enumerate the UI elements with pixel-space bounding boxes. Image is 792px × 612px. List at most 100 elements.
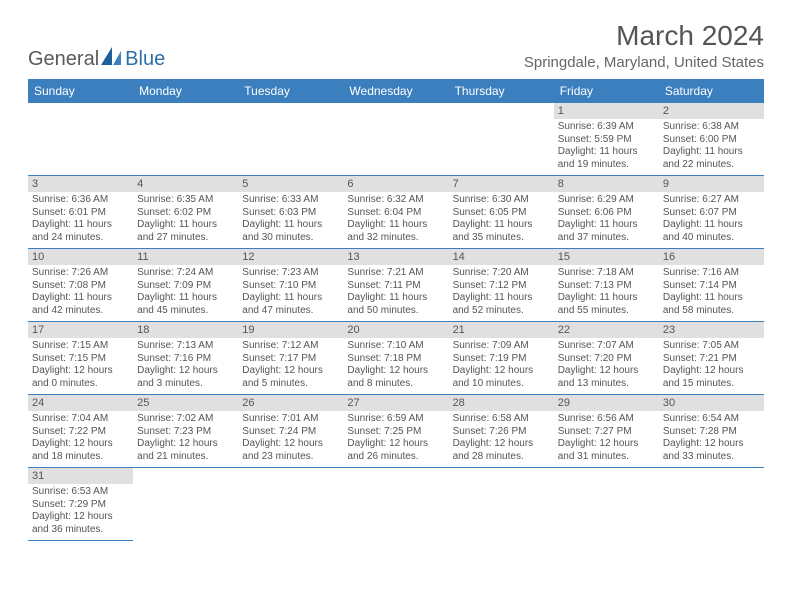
day-info-line: and 21 minutes. <box>137 451 234 464</box>
day-info-line: Daylight: 12 hours <box>663 438 760 451</box>
calendar-cell: 17Sunrise: 7:15 AMSunset: 7:15 PMDayligh… <box>28 322 133 395</box>
header: General Blue March 2024 Springdale, Mary… <box>28 20 764 71</box>
day-info-line: Daylight: 12 hours <box>558 365 655 378</box>
day-info-line: Sunset: 7:17 PM <box>242 353 339 366</box>
calendar-cell: 19Sunrise: 7:12 AMSunset: 7:17 PMDayligh… <box>238 322 343 395</box>
day-number: 5 <box>238 176 343 192</box>
day-info-line: Daylight: 12 hours <box>663 365 760 378</box>
day-number: 10 <box>28 249 133 265</box>
day-info-line: Sunset: 7:28 PM <box>663 426 760 439</box>
day-number: 23 <box>659 322 764 338</box>
title-block: March 2024 Springdale, Maryland, United … <box>524 20 764 71</box>
day-info-line: and 22 minutes. <box>663 159 760 172</box>
day-info-line: and 37 minutes. <box>558 232 655 245</box>
day-info-line: Sunset: 6:03 PM <box>242 207 339 220</box>
day-info-line: Daylight: 11 hours <box>558 146 655 159</box>
weekday-header-row: Sunday Monday Tuesday Wednesday Thursday… <box>28 79 764 103</box>
day-info-line: Daylight: 12 hours <box>558 438 655 451</box>
day-info-line: Daylight: 11 hours <box>453 219 550 232</box>
day-number: 31 <box>28 468 133 484</box>
day-info-line: Sunset: 5:59 PM <box>558 134 655 147</box>
day-info-line: Sunset: 6:07 PM <box>663 207 760 220</box>
day-number: 20 <box>343 322 448 338</box>
day-info-line: Sunrise: 6:35 AM <box>137 194 234 207</box>
day-info-line: Sunset: 7:23 PM <box>137 426 234 439</box>
day-info-line: Sunset: 7:11 PM <box>347 280 444 293</box>
day-info-line: Daylight: 12 hours <box>453 365 550 378</box>
calendar-cell: 2Sunrise: 6:38 AMSunset: 6:00 PMDaylight… <box>659 103 764 176</box>
calendar-cell: 9Sunrise: 6:27 AMSunset: 6:07 PMDaylight… <box>659 176 764 249</box>
location-text: Springdale, Maryland, United States <box>524 54 764 71</box>
calendar-cell: 27Sunrise: 6:59 AMSunset: 7:25 PMDayligh… <box>343 395 448 468</box>
calendar-cell <box>238 468 343 541</box>
day-info-line: Sunset: 7:15 PM <box>32 353 129 366</box>
calendar-cell <box>133 103 238 176</box>
weekday-header: Wednesday <box>343 79 448 103</box>
calendar-table: Sunday Monday Tuesday Wednesday Thursday… <box>28 79 764 541</box>
day-info-line: Sunset: 7:09 PM <box>137 280 234 293</box>
day-info-line: and 50 minutes. <box>347 305 444 318</box>
day-info-line: and 24 minutes. <box>32 232 129 245</box>
day-info-line: Daylight: 11 hours <box>242 219 339 232</box>
day-number: 7 <box>449 176 554 192</box>
day-info-line: Sunrise: 7:12 AM <box>242 340 339 353</box>
day-info-line: Sunset: 7:13 PM <box>558 280 655 293</box>
day-info-line: Daylight: 11 hours <box>137 219 234 232</box>
day-number: 26 <box>238 395 343 411</box>
day-info-line: Daylight: 11 hours <box>347 219 444 232</box>
day-info-line: and 36 minutes. <box>32 524 129 537</box>
day-number: 6 <box>343 176 448 192</box>
day-number: 28 <box>449 395 554 411</box>
day-info-line: and 23 minutes. <box>242 451 339 464</box>
day-info-line: Sunrise: 7:23 AM <box>242 267 339 280</box>
day-info-line: and 45 minutes. <box>137 305 234 318</box>
calendar-cell: 20Sunrise: 7:10 AMSunset: 7:18 PMDayligh… <box>343 322 448 395</box>
calendar-cell: 31Sunrise: 6:53 AMSunset: 7:29 PMDayligh… <box>28 468 133 541</box>
day-number: 15 <box>554 249 659 265</box>
day-info-line: Daylight: 12 hours <box>453 438 550 451</box>
day-info-line: Daylight: 12 hours <box>137 365 234 378</box>
day-info-line: and 13 minutes. <box>558 378 655 391</box>
day-info-line: Sunrise: 7:04 AM <box>32 413 129 426</box>
day-info-line: and 47 minutes. <box>242 305 339 318</box>
calendar-cell: 18Sunrise: 7:13 AMSunset: 7:16 PMDayligh… <box>133 322 238 395</box>
day-info-line: Sunrise: 7:16 AM <box>663 267 760 280</box>
month-title: March 2024 <box>524 20 764 52</box>
day-info-line: Sunset: 7:21 PM <box>663 353 760 366</box>
calendar-cell: 6Sunrise: 6:32 AMSunset: 6:04 PMDaylight… <box>343 176 448 249</box>
calendar-cell: 28Sunrise: 6:58 AMSunset: 7:26 PMDayligh… <box>449 395 554 468</box>
day-number: 24 <box>28 395 133 411</box>
calendar-cell: 10Sunrise: 7:26 AMSunset: 7:08 PMDayligh… <box>28 249 133 322</box>
weekday-header: Sunday <box>28 79 133 103</box>
calendar-cell <box>449 103 554 176</box>
day-info-line: Daylight: 11 hours <box>558 219 655 232</box>
calendar-cell: 12Sunrise: 7:23 AMSunset: 7:10 PMDayligh… <box>238 249 343 322</box>
logo-text-blue: Blue <box>125 48 165 71</box>
day-info-line: Sunset: 6:01 PM <box>32 207 129 220</box>
weekday-header: Friday <box>554 79 659 103</box>
day-info-line: and 19 minutes. <box>558 159 655 172</box>
day-info-line: Sunrise: 7:10 AM <box>347 340 444 353</box>
calendar-cell: 25Sunrise: 7:02 AMSunset: 7:23 PMDayligh… <box>133 395 238 468</box>
calendar-cell <box>343 468 448 541</box>
day-info-line: Sunrise: 7:21 AM <box>347 267 444 280</box>
day-number: 1 <box>554 103 659 119</box>
calendar-cell: 5Sunrise: 6:33 AMSunset: 6:03 PMDaylight… <box>238 176 343 249</box>
day-number: 25 <box>133 395 238 411</box>
day-info-line: and 58 minutes. <box>663 305 760 318</box>
logo-text-general: General <box>28 48 99 71</box>
day-number: 19 <box>238 322 343 338</box>
calendar-cell: 1Sunrise: 6:39 AMSunset: 5:59 PMDaylight… <box>554 103 659 176</box>
calendar-cell: 3Sunrise: 6:36 AMSunset: 6:01 PMDaylight… <box>28 176 133 249</box>
weekday-header: Monday <box>133 79 238 103</box>
day-info-line: Sunset: 7:08 PM <box>32 280 129 293</box>
day-info-line: Sunrise: 7:20 AM <box>453 267 550 280</box>
calendar-row: 3Sunrise: 6:36 AMSunset: 6:01 PMDaylight… <box>28 176 764 249</box>
day-info-line: Sunset: 7:24 PM <box>242 426 339 439</box>
day-info-line: Daylight: 11 hours <box>242 292 339 305</box>
day-info-line: and 27 minutes. <box>137 232 234 245</box>
calendar-cell <box>238 103 343 176</box>
calendar-cell: 26Sunrise: 7:01 AMSunset: 7:24 PMDayligh… <box>238 395 343 468</box>
day-info-line: Sunset: 6:00 PM <box>663 134 760 147</box>
day-info-line: Sunrise: 7:18 AM <box>558 267 655 280</box>
